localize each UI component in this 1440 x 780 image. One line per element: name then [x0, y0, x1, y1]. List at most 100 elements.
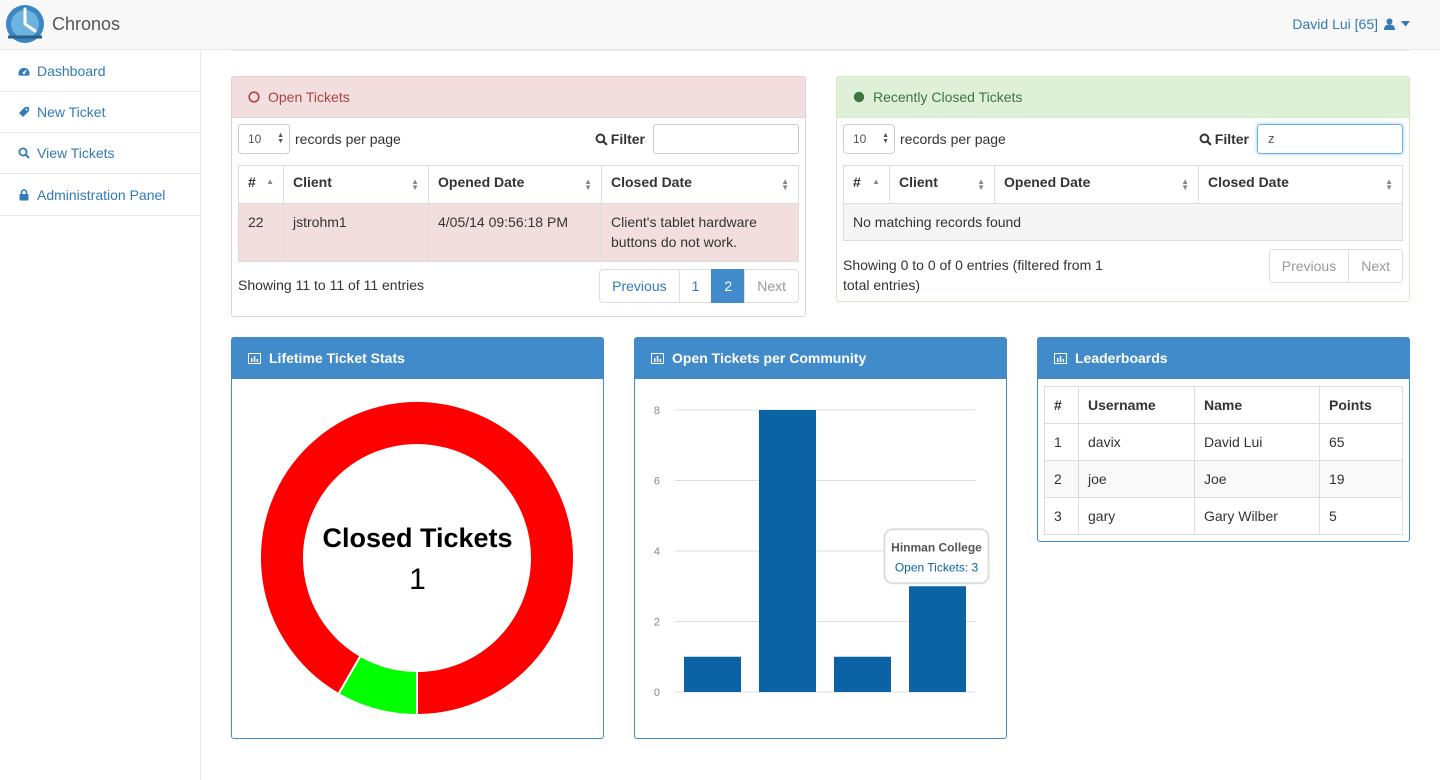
cell-closed-date: Client's tablet hardware buttons do not …: [601, 203, 799, 262]
sort-icon: ▲ ▼: [411, 177, 419, 192]
pagination-page-2[interactable]: 2: [711, 269, 746, 303]
bar[interactable]: [834, 656, 891, 692]
column-header-points: Points: [1319, 386, 1403, 424]
community-bar-chart: 0 2 4 6 8 Hinman College Open Tickets: 3: [654, 405, 990, 699]
bar[interactable]: [759, 410, 816, 692]
brand[interactable]: Chronos: [4, 3, 120, 45]
column-header-closed-date[interactable]: Closed Date ▲ ▼: [1198, 165, 1403, 204]
column-header-id[interactable]: # ▲: [843, 165, 890, 204]
cell-points: 19: [1319, 460, 1403, 498]
brand-name: Chronos: [52, 13, 121, 34]
open-tickets-table: # ▲ Client ▲ ▼ Opened Date ▲ ▼ Closed Date ▲ ▼ …: [238, 165, 799, 262]
cell-name: David Lui: [1194, 423, 1320, 461]
records-per-page-label: records per page: [900, 131, 1006, 147]
chronos-logo-icon: [6, 5, 44, 43]
column-header-closed-date[interactable]: Closed Date ▲ ▼: [601, 165, 799, 204]
search-icon: [595, 133, 608, 146]
sort-icon: ▲ ▼: [781, 177, 789, 192]
cell-name: Joe: [1194, 460, 1320, 498]
sidebar-item-view-tickets[interactable]: View Tickets: [0, 133, 200, 174]
table-row[interactable]: 22 jstrohm1 4/05/14 09:56:18 PM Client's…: [238, 203, 799, 262]
bar[interactable]: [684, 656, 741, 692]
column-label: Closed Date: [1208, 174, 1289, 190]
filter-label: Filter: [610, 131, 645, 147]
sidebar-item-administration[interactable]: Administration Panel: [0, 174, 200, 215]
records-per-page-select[interactable]: 10 ▲ ▼: [843, 124, 895, 154]
column-header-id[interactable]: # ▲: [238, 165, 284, 204]
donut-slice-open-tickets[interactable]: [259, 400, 575, 717]
ticket-donut-chart: [259, 400, 575, 717]
pagination-next[interactable]: Next: [1348, 249, 1403, 283]
pagination-next[interactable]: Next: [744, 269, 799, 303]
circle-filled-icon: [853, 91, 865, 103]
panel-heading: Leaderboards: [1038, 338, 1409, 379]
cell-name: Gary Wilber: [1194, 497, 1320, 535]
sidebar-item-dashboard[interactable]: Dashboard: [0, 51, 200, 92]
column-label: Client: [293, 174, 332, 190]
chart-tooltip: Hinman College Open Tickets: 3: [883, 528, 990, 585]
pagination-page-1[interactable]: 1: [678, 269, 713, 303]
records-per-page-value: 10: [853, 132, 867, 146]
cell-username: gary: [1078, 497, 1195, 535]
filter-input[interactable]: z: [1257, 124, 1403, 154]
bar-chart-icon: [651, 352, 664, 364]
pagination: Previous 1 2 Next: [599, 269, 799, 303]
column-label: Opened Date: [438, 174, 525, 190]
panel-heading: Open Tickets: [232, 77, 805, 118]
sidebar-item-label: View Tickets: [37, 145, 115, 161]
panel-title: Recently Closed Tickets: [873, 89, 1023, 105]
panel-title: Open Tickets: [268, 89, 350, 105]
closed-tickets-table: # ▲ Client ▲ ▼ Opened Date ▲ ▼ Closed Date ▲ ▼ …: [843, 165, 1403, 241]
pagination-previous[interactable]: Previous: [599, 269, 680, 303]
y-tick-label: 0: [654, 687, 660, 699]
lifetime-stats-panel: Lifetime Ticket Stats Closed Tickets 1: [231, 337, 604, 739]
user-menu[interactable]: David Lui [65]: [1292, 16, 1410, 32]
records-per-page-select[interactable]: 10 ▲ ▼: [238, 124, 290, 154]
table-info: Showing 0 to 0 of 0 entries (filtered fr…: [843, 257, 1103, 293]
sort-icon: ▲ ▼: [1385, 177, 1393, 192]
panel-title: Lifetime Ticket Stats: [269, 350, 405, 366]
sort-icon: ▲ ▼: [977, 177, 985, 192]
column-header-client[interactable]: Client ▲ ▼: [283, 165, 429, 204]
sidebar-item-new-ticket[interactable]: New Ticket: [0, 92, 200, 133]
sort-icon: ▲ ▼: [1181, 177, 1189, 192]
column-header-opened-date[interactable]: Opened Date ▲ ▼: [428, 165, 602, 204]
cell-rank: 2: [1044, 460, 1079, 498]
cell-username: joe: [1078, 460, 1195, 498]
filter-input[interactable]: [653, 124, 799, 154]
column-header-opened-date[interactable]: Opened Date ▲ ▼: [994, 165, 1199, 204]
table-row: 3 gary Gary Wilber 5: [1044, 497, 1403, 535]
filter-label: Filter: [1214, 131, 1249, 147]
records-per-page-value: 10: [248, 132, 262, 146]
top-navbar: Chronos David Lui [65]: [0, 0, 1440, 50]
donut-slice-closed-tickets[interactable]: [337, 654, 418, 717]
table-controls: 10 ▲ ▼ records per page Filter: [238, 124, 799, 154]
tooltip-title: Hinman College: [891, 540, 982, 554]
caret-down-icon: [1401, 21, 1410, 27]
cell-rank: 3: [1044, 497, 1079, 535]
sidebar-item-label: Administration Panel: [37, 186, 166, 203]
column-header-client[interactable]: Client ▲ ▼: [889, 165, 995, 204]
table-row: 2 joe Joe 19: [1044, 460, 1403, 498]
bar[interactable]: [909, 586, 966, 692]
pagination-previous[interactable]: Previous: [1268, 249, 1350, 283]
sidebar-item-label: New Ticket: [37, 104, 106, 120]
donut-center-label: Closed Tickets: [322, 523, 513, 553]
filter: Filter: [595, 124, 799, 154]
sidebar: Dashboard New Ticket View Tickets Admini…: [0, 51, 201, 780]
column-label: Client: [899, 174, 938, 190]
dashboard-icon: [18, 66, 30, 77]
table-info: Showing 11 to 11 of 11 entries: [238, 277, 425, 293]
circle-outline-icon: [248, 91, 260, 103]
table-row-empty: No matching records found: [843, 203, 1403, 241]
tooltip-value: Open Tickets: 3: [895, 560, 979, 574]
leaderboard-panel: Leaderboards # Username Name Points 1 da…: [1037, 337, 1410, 542]
y-tick-label: 6: [654, 476, 660, 488]
column-label: Opened Date: [1004, 174, 1091, 190]
select-arrows-icon: ▲ ▼: [277, 132, 284, 145]
column-label: Closed Date: [611, 174, 692, 190]
panel-title: Leaderboards: [1075, 350, 1168, 366]
sort-asc-icon: ▲: [266, 177, 274, 186]
bar-chart-icon: [1054, 352, 1067, 364]
header-divider: [231, 50, 1410, 51]
